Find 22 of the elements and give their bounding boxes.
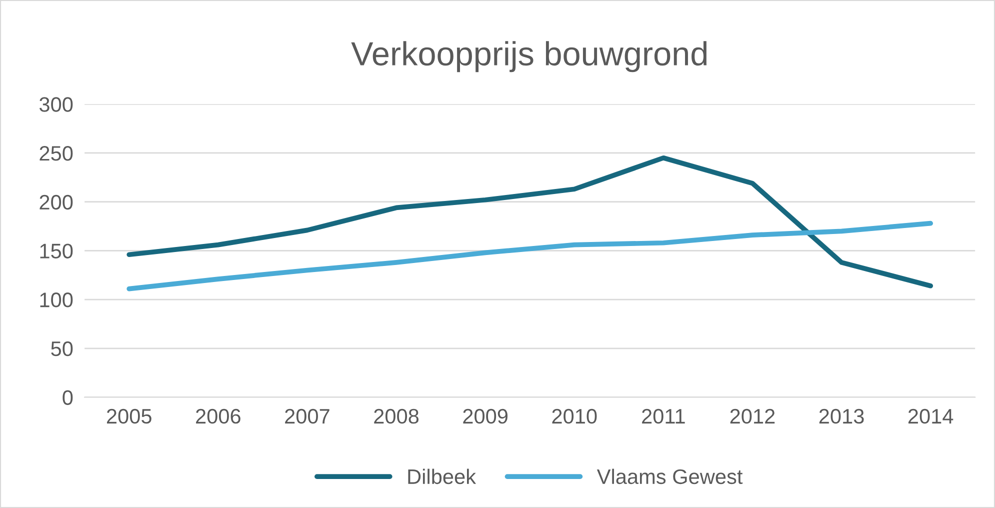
y-tick-label: 150 — [40, 244, 73, 258]
x-tick-label: 2005 — [106, 408, 152, 424]
x-tick-label: 2006 — [196, 408, 240, 424]
x-tick-label: 2014 — [908, 408, 954, 424]
y-tick-label: 300 — [40, 97, 73, 112]
x-tick-label: 2009 — [463, 408, 508, 424]
y-tick-label: 200 — [40, 194, 73, 210]
x-tick-label: 2012 — [730, 408, 775, 424]
y-tick-label: 0 — [62, 390, 73, 406]
line-series — [126, 220, 934, 292]
y-tick-label: 100 — [40, 292, 73, 308]
line-series — [126, 155, 934, 288]
y-tick-label: 50 — [51, 341, 73, 356]
x-tick-label: 2010 — [552, 408, 597, 424]
legend-label: Dilbeek — [408, 468, 476, 484]
x-tick-label: 2011 — [642, 408, 685, 424]
x-tick-label: 2013 — [819, 408, 864, 424]
y-tick-label: 250 — [40, 146, 73, 161]
x-tick-label: 2007 — [285, 408, 330, 424]
chart-title: Verkoopprijs bouwgrond — [351, 41, 707, 72]
x-tick-label: 2008 — [374, 408, 419, 424]
legend-label: Vlaams Gewest — [596, 468, 743, 484]
